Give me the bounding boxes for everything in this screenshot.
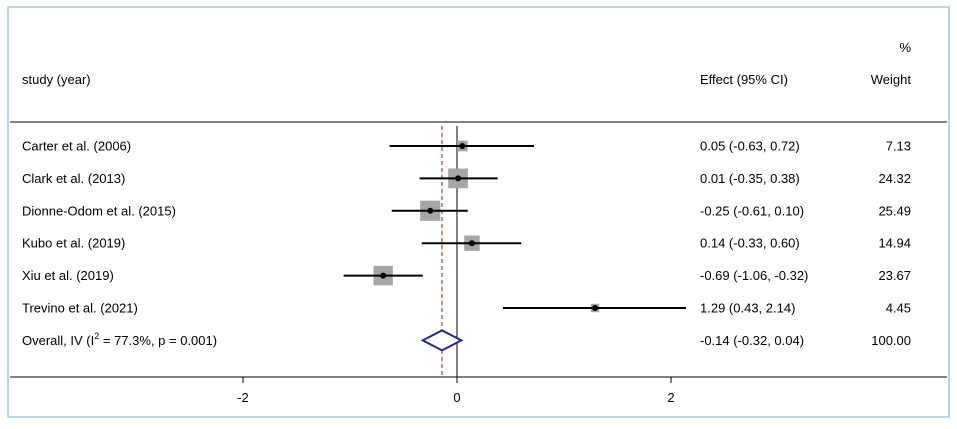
effect-ci-text: 0.05 (-0.63, 0.72)	[700, 139, 800, 154]
study-row: Clark et al. (2013) 0.01 (-0.35, 0.38) 24.…	[22, 168, 911, 189]
weight-text: 23.67	[878, 268, 911, 283]
header-weight-label: Weight	[871, 72, 912, 87]
study-label: Kubo et al. (2019)	[22, 236, 125, 251]
effect-point	[468, 240, 475, 247]
overall-row: Overall, IV (I2 = 77.3%, p = 0.001) -0.14…	[22, 329, 911, 352]
weight-text: 25.49	[878, 203, 911, 218]
study-label: Dionne-Odom et al. (2015)	[22, 203, 176, 218]
study-row: Carter et al. (2006) 0.05 (-0.63, 0.72) 7.…	[22, 139, 911, 154]
overall-diamond	[420, 329, 464, 352]
overall-effect-text: -0.14 (-0.32, 0.04)	[700, 333, 804, 348]
header-study-label: study (year)	[22, 72, 91, 87]
effect-ci-text: -0.25 (-0.61, 0.10)	[700, 203, 804, 218]
study-label: Xiu et al. (2019)	[22, 268, 114, 283]
x-axis: -2 0 2	[237, 377, 675, 405]
effect-point	[455, 175, 462, 182]
header-effect-label: Effect (95% CI)	[700, 72, 788, 87]
plot-frame	[7, 6, 950, 418]
study-row: Trevino et al. (2021) 1.29 (0.43, 2.14) 4.…	[22, 301, 911, 316]
weight-text: 24.32	[878, 171, 911, 186]
effect-point	[459, 143, 466, 149]
study-row: Kubo et al. (2019) 0.14 (-0.33, 0.60) 14.9…	[22, 235, 911, 251]
weight-text: 7.13	[886, 139, 911, 154]
x-tick-label: 2	[667, 390, 674, 405]
reference-lines	[441, 126, 458, 377]
header-weight-pct: %	[899, 40, 911, 55]
effect-point	[592, 305, 599, 311]
effect-ci-text: 1.29 (0.43, 2.14)	[700, 301, 795, 316]
overall-label: Overall, IV (I2 = 77.3%, p = 0.001)	[22, 331, 217, 348]
effect-point	[380, 272, 387, 279]
effect-ci-text: 0.01 (-0.35, 0.38)	[700, 171, 800, 186]
effect-ci-text: 0.14 (-0.33, 0.60)	[700, 236, 800, 251]
weight-text: 4.45	[886, 301, 911, 316]
overall-weight-text: 100.00	[871, 333, 911, 348]
effect-point	[427, 207, 434, 214]
study-label: Clark et al. (2013)	[22, 171, 125, 186]
study-row: Xiu et al. (2019) -0.69 (-1.06, -0.32) 23.…	[22, 265, 911, 286]
effect-ci-text: -0.69 (-1.06, -0.32)	[700, 268, 808, 283]
study-label: Carter et al. (2006)	[22, 139, 131, 154]
weight-text: 14.94	[878, 236, 911, 251]
x-tick-label: 0	[453, 390, 460, 405]
study-rows: Carter et al. (2006) 0.05 (-0.63, 0.72) 7.…	[22, 139, 911, 316]
study-label: Trevino et al. (2021)	[22, 301, 138, 316]
x-tick-label: -2	[237, 390, 249, 405]
study-row: Dionne-Odom et al. (2015) -0.25 (-0.61, 0…	[22, 200, 911, 221]
